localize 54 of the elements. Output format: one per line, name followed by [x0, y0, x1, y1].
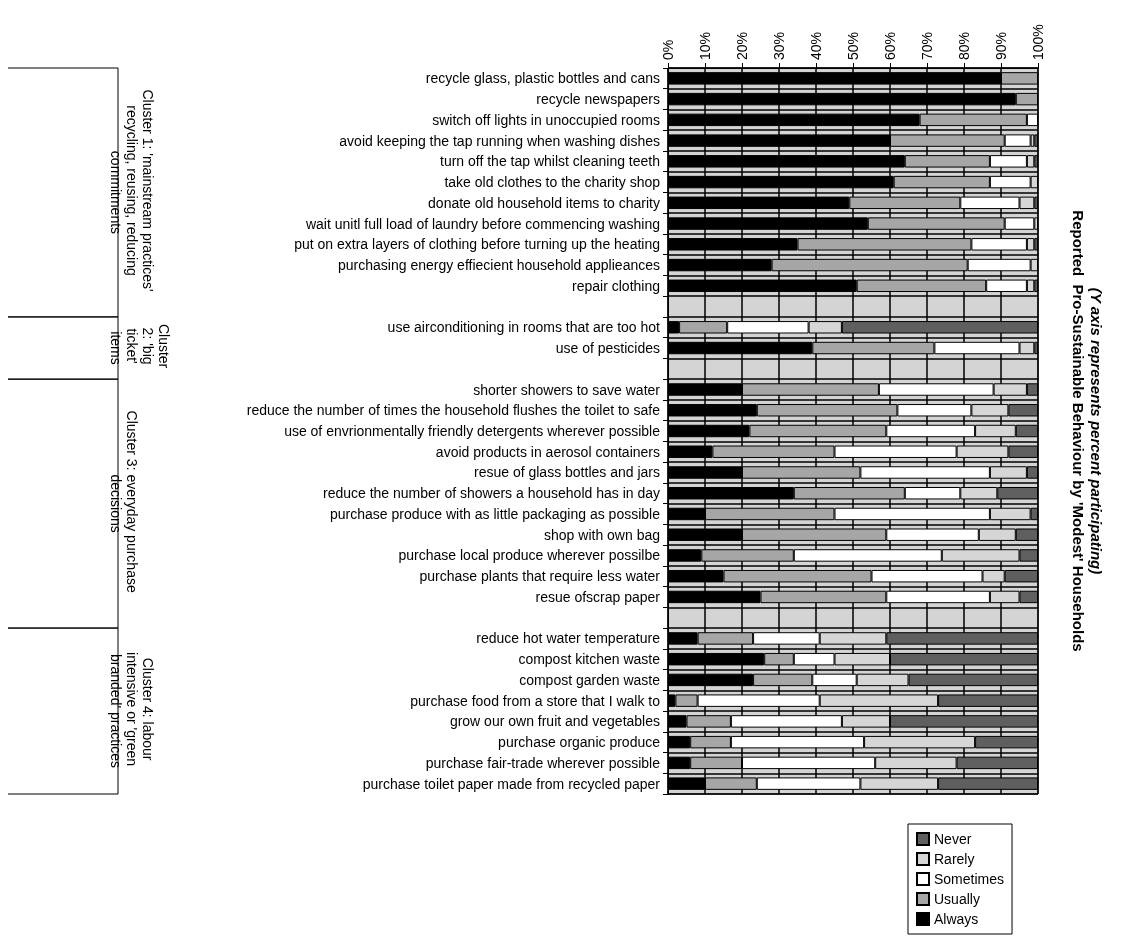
y-tick-label: turn off the tap whilst cleaning teeth — [440, 153, 660, 170]
y-tick-label: compost garden waste — [519, 671, 661, 688]
y-tick-label: use of envrionmentally friendly detergents wherever possible — [284, 423, 661, 439]
y-tick-label: reduce hot water temperature — [476, 630, 661, 647]
y-tick-label: shorter showers to save water — [473, 381, 661, 398]
y-tick-label: reduce the number of showers a household has in day — [323, 485, 660, 502]
y-tick-label: shop with own bag — [544, 526, 660, 543]
y-tick-label: avoid keeping the tap running when washing dishes — [339, 132, 660, 149]
x-tick-label: 0% — [660, 39, 676, 60]
legend-label: Sometimes — [934, 871, 1005, 887]
x-tick-label: 70% — [919, 31, 935, 60]
y-tick-label: purchasing energy effiecient household applieances — [338, 257, 660, 274]
text: Cluster 1: 'mainstream practices' recycling, reusing, reducing commitments — [108, 89, 156, 296]
y-tick-label: purchase plants that require less water — [419, 568, 661, 585]
y-tick-label: use of pesticides — [555, 340, 660, 357]
x-tick-label: 100% — [1030, 24, 1046, 60]
text: Cluster 2: 'big ticket' items — [108, 323, 172, 373]
y-tick-label: purchase food from a store that I walk to — [410, 692, 661, 709]
y-tick-label: purchase organic produce — [498, 734, 661, 751]
y-tick-label: resue ofscrap paper — [535, 588, 661, 605]
x-tick-label: 50% — [845, 31, 861, 60]
x-tick-label: 40% — [808, 31, 824, 60]
y-tick-label: recycle glass, plastic bottles and cans — [425, 70, 660, 87]
x-tick-label: 20% — [734, 31, 750, 60]
x-tick-label: 90% — [993, 31, 1009, 60]
x-tick-label: 60% — [882, 31, 898, 60]
y-tick-label: purchase fair-trade wherever possible — [425, 754, 661, 771]
y-tick-label: use airconditioning in rooms that are too hot — [387, 319, 661, 336]
y-tick-label: put on extra layers of clothing before turning up the heating — [294, 236, 660, 253]
y-tick-label: donate old household items to charity — [428, 194, 660, 211]
text: (Y axis represents percent participating) — [1087, 287, 1105, 575]
legend-label: Rarely — [934, 851, 975, 867]
y-tick-label: resue of glass bottles and jars — [474, 464, 660, 481]
text: Cluster 4: labour intensive or 'green branded' practices — [108, 652, 156, 770]
legend-label: Always — [934, 911, 979, 927]
y-tick-label: compost kitchen waste — [518, 651, 661, 668]
x-tick-label: 80% — [956, 31, 972, 60]
y-tick-label: purchase produce with as little packaging as possible — [330, 505, 661, 522]
y-tick-label: purchase toilet paper made from recycled paper — [362, 775, 661, 792]
y-tick-label: avoid products in aerosol containers — [435, 443, 660, 460]
x-tick-label: 30% — [771, 31, 787, 60]
text: Cluster 3: everyday purchase decisions — [108, 410, 140, 597]
y-tick-label: wait unitl full load of laundry before commencing washing — [304, 215, 660, 232]
legend-label: Never — [934, 831, 972, 847]
y-tick-label: switch off lights in unoccupied rooms — [432, 111, 660, 128]
x-tick-label: 10% — [697, 31, 713, 60]
y-tick-label: reduce the number of times the household flushes the toilet to safe — [246, 402, 661, 419]
legend-label: Usually — [934, 891, 980, 907]
text: Reported Pro-Sustainable Behaviour by 'Modest' Households — [1069, 210, 1087, 652]
y-tick-label: grow our own fruit and vegetables — [449, 713, 660, 730]
y-tick-label: purchase local produce wherever possilbe — [398, 547, 661, 564]
y-tick-label: take old clothes to the charity shop — [444, 174, 661, 191]
y-tick-label: recycle newspapers — [536, 91, 660, 108]
y-tick-label: repair clothing — [572, 277, 660, 294]
